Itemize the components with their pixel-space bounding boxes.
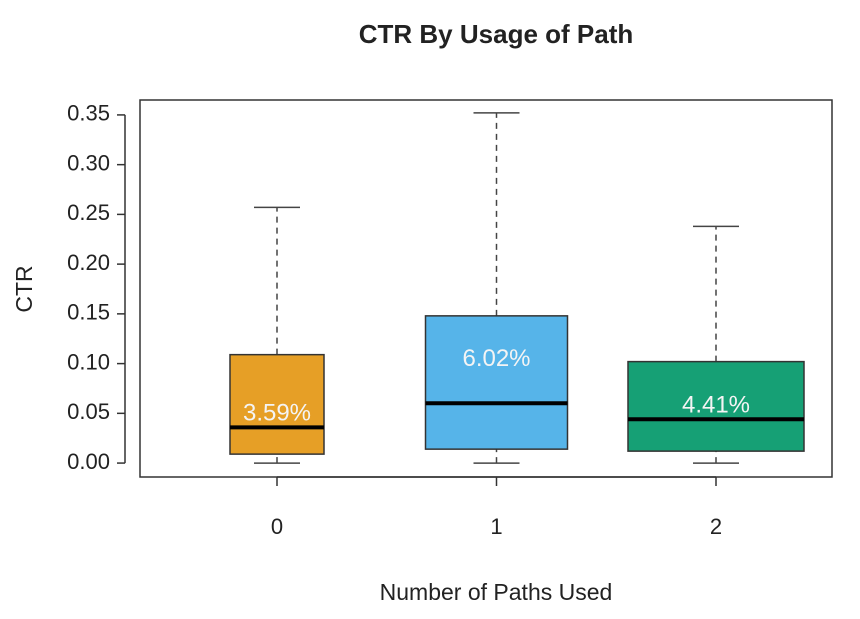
box — [627, 360, 805, 452]
median-label: 4.41% — [682, 392, 750, 419]
x-axis-label: Number of Paths Used — [380, 579, 613, 605]
chart-title: CTR By Usage of Path — [359, 19, 634, 49]
box — [229, 353, 325, 455]
median-label: 6.02% — [462, 345, 530, 372]
y-axis-label: CTR — [11, 265, 37, 312]
y-tick-label: 0.30 — [67, 150, 110, 175]
y-tick-label: 0.05 — [67, 399, 110, 424]
y-tick-label: 0.35 — [67, 101, 110, 126]
x-tick-label: 2 — [710, 514, 722, 539]
y-tick-label: 0.10 — [67, 349, 110, 374]
median-label: 3.59% — [243, 400, 311, 427]
y-tick-label: 0.00 — [67, 449, 110, 474]
y-tick-label: 0.15 — [67, 300, 110, 325]
y-tick-label: 0.25 — [67, 200, 110, 225]
y-tick-label: 0.20 — [67, 250, 110, 275]
x-tick-label: 0 — [271, 514, 283, 539]
box — [424, 315, 569, 450]
x-tick-label: 1 — [490, 514, 502, 539]
